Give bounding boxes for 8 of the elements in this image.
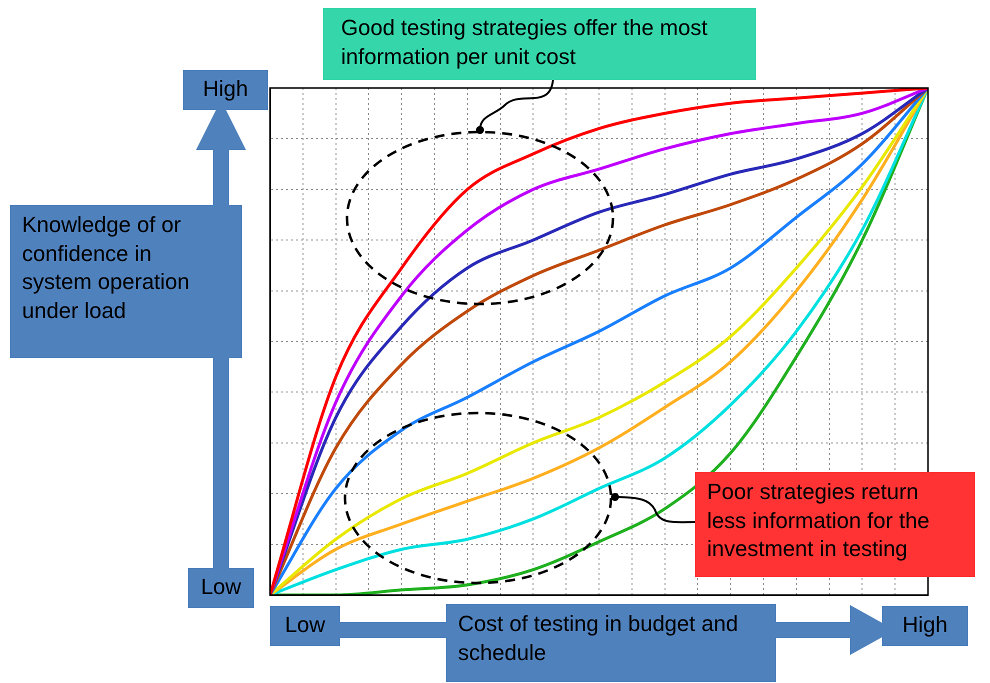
x-axis-title: Cost of testing in budget and schedule bbox=[446, 604, 776, 682]
y-axis-title: Knowledge of or confidence in system operation under load bbox=[10, 205, 242, 358]
text: Low bbox=[188, 568, 254, 608]
text: High bbox=[882, 606, 968, 646]
text: Good testing strategies offer the most information per unit cost bbox=[323, 8, 756, 80]
annotation: Poor strategies return less information for the investment in testing bbox=[695, 472, 975, 577]
text: Low bbox=[270, 606, 340, 646]
text: High bbox=[183, 70, 268, 110]
